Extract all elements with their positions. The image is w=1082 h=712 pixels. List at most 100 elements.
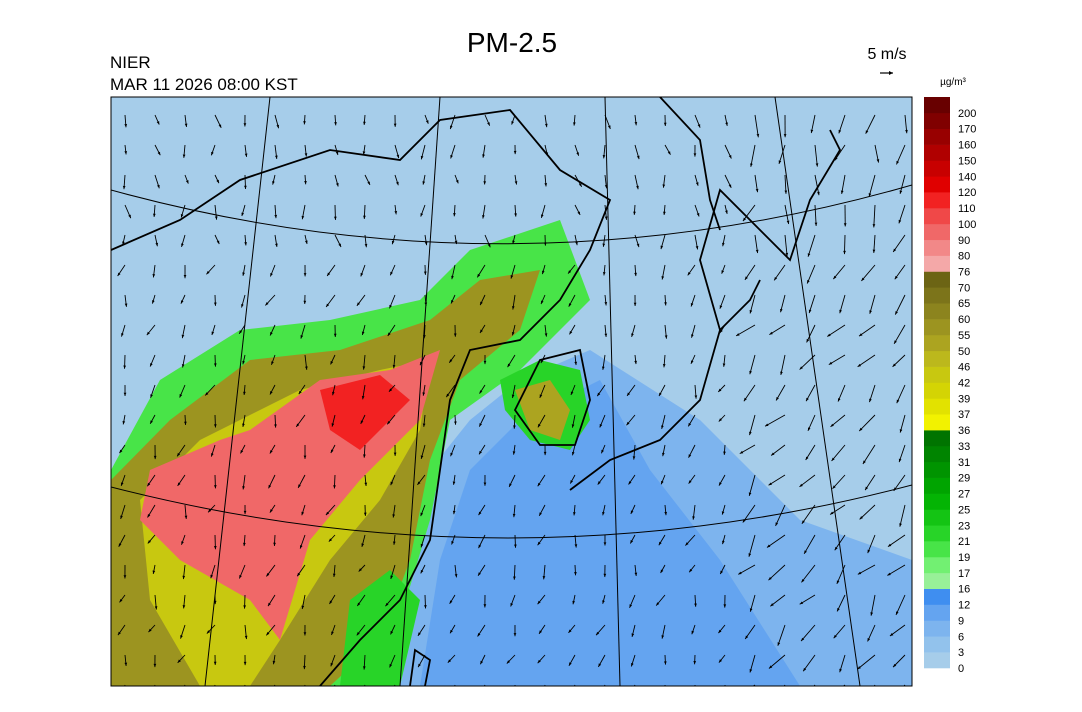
wind-arrow-head xyxy=(728,155,732,159)
wind-arrow-head xyxy=(828,361,833,365)
wind-arrow-head xyxy=(325,511,330,516)
wind-arrow-head xyxy=(242,423,245,427)
wind-arrow-head xyxy=(449,600,453,604)
wind-arrow-head xyxy=(894,340,897,344)
wind-arrow-head xyxy=(122,185,126,190)
wind-arrow-head xyxy=(602,155,606,159)
wind-arrow-head xyxy=(887,572,891,576)
wind-arrow-head xyxy=(364,482,368,487)
wind-arrow-head xyxy=(664,335,668,339)
wind-arrow-head xyxy=(543,242,547,246)
wind-arrow-head xyxy=(178,694,181,697)
wind-arrow-head xyxy=(872,249,876,253)
datetime: MAR 11 2026 08:00 KST xyxy=(110,75,298,94)
wind-arrow-head xyxy=(326,303,330,308)
wind-arrow-head xyxy=(601,449,604,454)
wind-arrow xyxy=(873,204,876,228)
wind-arrow-head xyxy=(123,365,127,369)
wind-arrow-head xyxy=(573,122,576,126)
wind-arrow-head xyxy=(868,193,872,197)
wind-arrow-head xyxy=(301,215,305,220)
wind-arrow-head xyxy=(724,692,727,695)
wind-arrow-head xyxy=(480,301,483,306)
wind-arrow-head xyxy=(632,456,636,460)
wind-arrow xyxy=(857,564,876,575)
wind-arrow-head xyxy=(117,272,121,277)
wind-arrow-head xyxy=(483,181,487,185)
wind-arrow-head xyxy=(420,213,424,217)
wind-arrow-head xyxy=(568,270,572,274)
wind-arrow-head xyxy=(545,152,549,156)
coast-sakhalin xyxy=(659,97,721,231)
wind-arrow-head xyxy=(839,309,842,314)
wind-arrow-head xyxy=(830,423,834,427)
wind-arrow-head xyxy=(487,243,491,248)
wind-arrow-head xyxy=(895,311,898,315)
wind-arrow xyxy=(896,144,906,165)
colorbar-label: 36 xyxy=(958,425,970,437)
wind-arrow-head xyxy=(693,153,697,157)
colorbar-label: 76 xyxy=(958,266,970,278)
wind-arrow-head xyxy=(828,693,831,696)
wind-arrow-head xyxy=(898,458,902,463)
wind-arrow xyxy=(836,564,846,585)
wind-arrow-head xyxy=(631,333,634,337)
wind-arrow-head xyxy=(799,366,803,370)
colorbar-label: 12 xyxy=(958,600,970,612)
wind-arrow-head xyxy=(575,241,578,246)
wind-arrow-head xyxy=(157,184,160,189)
wind-arrow-head xyxy=(118,543,122,547)
colorbar-label: 37 xyxy=(958,409,970,421)
wind-arrow-head xyxy=(691,630,695,635)
wind-arrow-head xyxy=(801,579,805,583)
wind-arrow-head xyxy=(305,366,308,370)
wind-arrow-head xyxy=(766,544,771,548)
colorbar-swatch xyxy=(924,144,950,161)
wind-arrow-head xyxy=(181,541,184,545)
wind-arrow-head xyxy=(389,304,392,309)
wind-arrow xyxy=(873,684,876,686)
wind-arrow xyxy=(544,684,546,686)
wind-arrow-head xyxy=(361,543,365,547)
colorbar-swatch xyxy=(924,97,950,114)
wind-arrow-head xyxy=(335,151,339,156)
colorbar-label: 140 xyxy=(958,171,976,183)
wind-arrow-head xyxy=(857,363,862,367)
wind-arrow-head xyxy=(392,541,396,545)
wind-arrow-head xyxy=(124,303,128,307)
colorbar-unit: µg/m³ xyxy=(940,77,966,88)
grid-meridian xyxy=(204,97,271,686)
wind-arrow-head xyxy=(244,242,247,246)
wind-arrow-head xyxy=(180,635,183,639)
wind-arrow-head xyxy=(742,217,746,222)
ocean-haze-2 xyxy=(420,380,800,686)
wind-arrow-head xyxy=(122,421,126,425)
colorbar-label: 120 xyxy=(958,187,976,199)
wind-arrow-head xyxy=(266,691,269,694)
wind-arrow xyxy=(814,144,818,167)
wind-arrow-head xyxy=(265,302,269,306)
wind-arrow-head xyxy=(905,129,908,134)
wind-arrow-head xyxy=(213,545,217,550)
wind-arrow-head xyxy=(748,553,752,557)
wind-arrow xyxy=(664,684,666,686)
colorbar-swatch xyxy=(924,477,950,494)
wind-arrow-head xyxy=(602,243,606,247)
wind-arrow-head xyxy=(876,159,880,163)
wind-arrow-head xyxy=(241,695,244,698)
wind-arrow-head xyxy=(744,276,748,280)
wind-arrow-head xyxy=(630,510,634,514)
wind-arrow-head xyxy=(241,212,245,217)
wind-arrow-head xyxy=(452,510,456,515)
wind-arrow-head xyxy=(124,151,128,155)
coast-taiwan xyxy=(409,648,431,686)
wind-arrow-head xyxy=(329,600,333,605)
wind-arrow-head xyxy=(630,540,634,544)
wind-arrow-head xyxy=(777,642,781,646)
wind-arrow-head xyxy=(769,331,773,335)
wind-arrow-head xyxy=(181,364,185,368)
wind-arrow-head xyxy=(360,420,364,424)
wind-arrow-head xyxy=(512,513,516,518)
wind-arrow-head xyxy=(268,484,272,489)
wind-arrow-head xyxy=(361,395,365,400)
